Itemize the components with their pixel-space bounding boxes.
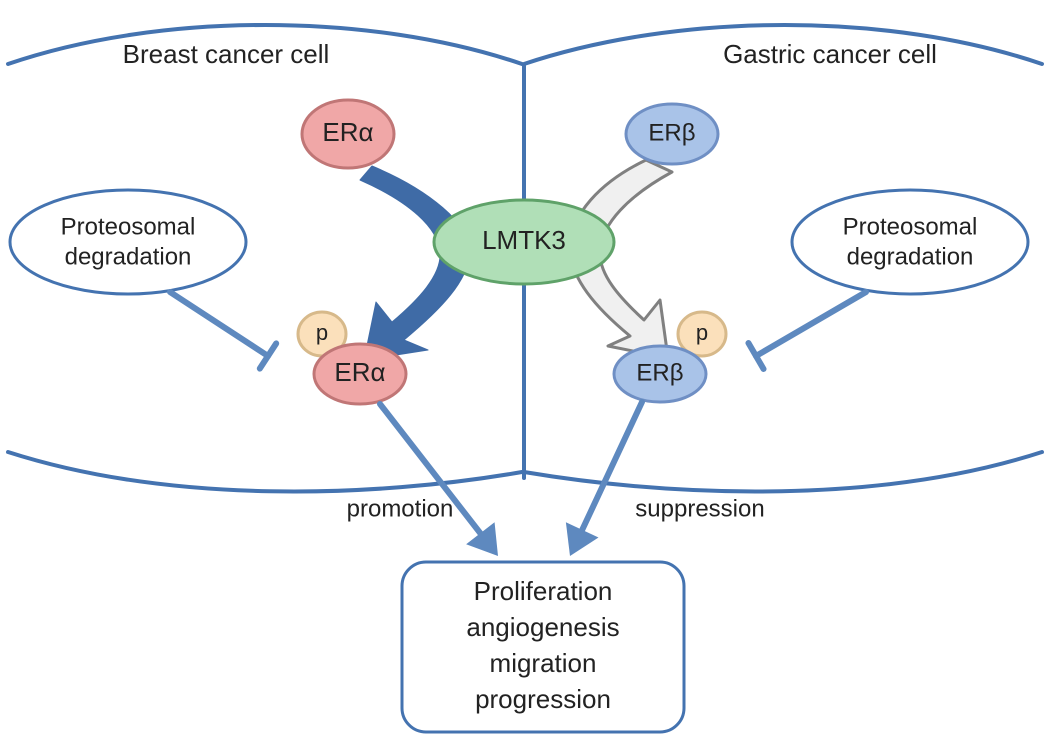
title-right: Gastric cancer cell bbox=[723, 39, 937, 69]
erb-bot-label: ERβ bbox=[636, 359, 683, 386]
proteo-left-line2: degradation bbox=[65, 243, 192, 270]
suppression-label: suppression bbox=[635, 495, 764, 522]
proteo-right-line1: Proteosomal bbox=[843, 213, 978, 240]
title-left: Breast cancer cell bbox=[123, 39, 330, 69]
era-bot-label: ERα bbox=[334, 357, 385, 387]
outcome-line-2: migration bbox=[490, 648, 597, 678]
p-right-label: p bbox=[696, 320, 708, 345]
outcome-line-1: angiogenesis bbox=[466, 612, 619, 642]
proteo-right-line2: degradation bbox=[847, 243, 974, 270]
p-left-label: p bbox=[316, 320, 328, 345]
inhibit-left-line bbox=[170, 292, 268, 356]
proteo-left-node bbox=[10, 190, 246, 294]
inhibit-right-line bbox=[756, 292, 866, 356]
outcome-arrow-left-head bbox=[466, 522, 498, 556]
inhibit-left-bar bbox=[260, 343, 276, 368]
erb-top-label: ERβ bbox=[648, 119, 695, 146]
outcome-line-3: progression bbox=[475, 684, 611, 714]
proteo-right-node bbox=[792, 190, 1028, 294]
outcome-arrow-right-line bbox=[582, 402, 642, 530]
lmtk3-label: LMTK3 bbox=[482, 225, 566, 255]
era-top-label: ERα bbox=[322, 117, 373, 147]
promotion-label: promotion bbox=[347, 495, 454, 522]
outcome-line-0: Proliferation bbox=[474, 576, 613, 606]
proteo-left-line1: Proteosomal bbox=[61, 213, 196, 240]
